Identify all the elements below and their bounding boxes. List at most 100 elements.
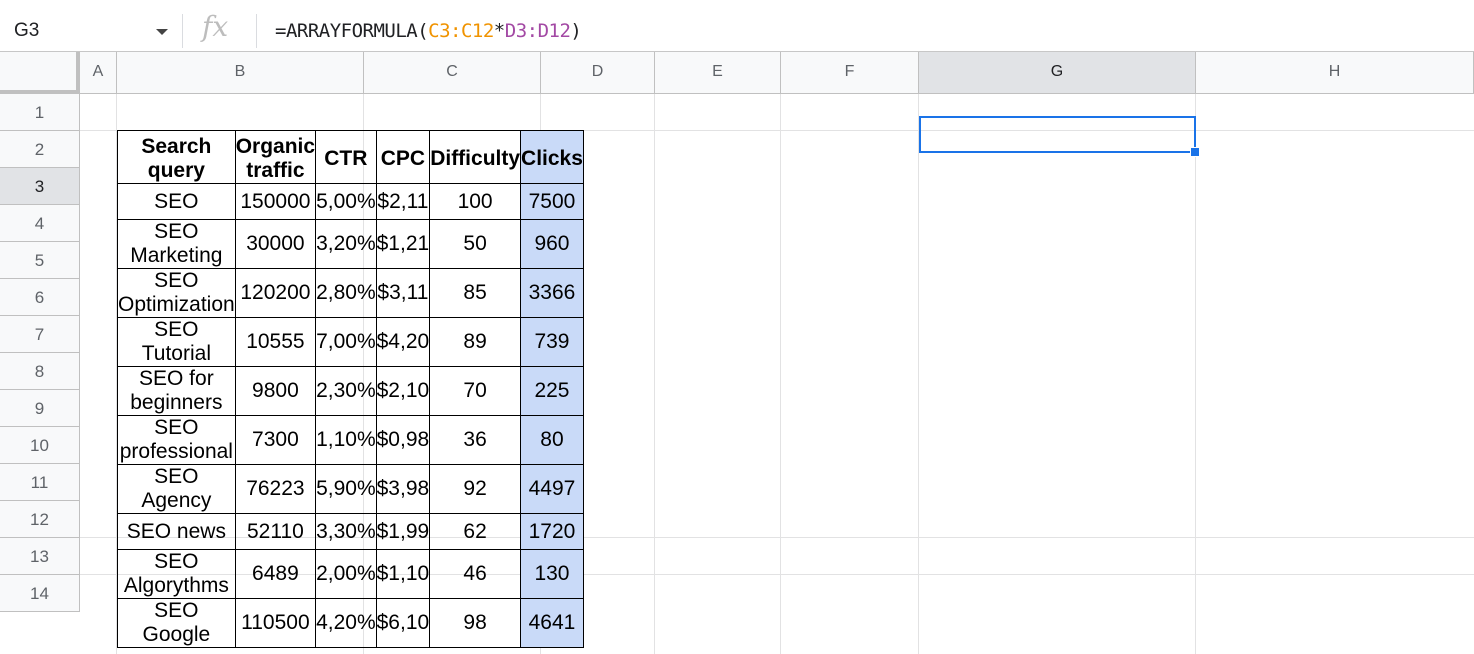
row-header-9[interactable]: 9: [0, 390, 80, 427]
cell-clicks[interactable]: 3366: [520, 268, 584, 318]
column-header-c[interactable]: C: [364, 52, 541, 94]
cell-ctr[interactable]: 2,80%: [315, 268, 377, 318]
row-header-3[interactable]: 3: [0, 168, 80, 205]
cell-ctr[interactable]: 4,20%: [315, 598, 377, 648]
column-header-a[interactable]: A: [80, 52, 117, 94]
row-header-14[interactable]: 14: [0, 575, 80, 612]
column-header-g[interactable]: G: [919, 52, 1196, 94]
column-header-h[interactable]: H: [1196, 52, 1474, 94]
cell-difficulty[interactable]: 89: [429, 317, 522, 367]
row-header-11[interactable]: 11: [0, 464, 80, 501]
cell-organic-traffic[interactable]: 7300: [234, 415, 317, 465]
cell-clicks[interactable]: 960: [520, 219, 584, 269]
cell-ctr[interactable]: 5,90%: [315, 464, 377, 514]
cell-clicks[interactable]: 739: [520, 317, 584, 367]
fill-handle[interactable]: [1190, 147, 1200, 157]
cell-search-query[interactable]: SEO Algorythms: [117, 549, 236, 599]
cell-cpc[interactable]: $1,10: [375, 549, 431, 599]
cell-clicks[interactable]: 7500: [520, 183, 584, 220]
cell-search-query[interactable]: SEO: [117, 183, 236, 220]
header-clicks[interactable]: Clicks: [520, 130, 584, 184]
cell-difficulty[interactable]: 98: [429, 598, 522, 648]
cell-cpc[interactable]: $2,10: [375, 366, 431, 416]
cell-search-query[interactable]: SEO Tutorial: [117, 317, 236, 367]
cell-difficulty[interactable]: 46: [429, 549, 522, 599]
cell-search-query[interactable]: SEO Google: [117, 598, 236, 648]
column-header-d[interactable]: D: [541, 52, 655, 94]
cell-search-query[interactable]: SEO Optimization: [117, 268, 236, 318]
cell-organic-traffic[interactable]: 120200: [234, 268, 317, 318]
formula-prefix: =ARRAYFORMULA(: [275, 20, 429, 42]
cell-difficulty[interactable]: 85: [429, 268, 522, 318]
cell-organic-traffic[interactable]: 30000: [234, 219, 317, 269]
header-organic-traffic[interactable]: Organic traffic: [234, 130, 317, 184]
formula-suffix: ): [570, 20, 582, 42]
cell-ctr[interactable]: 2,30%: [315, 366, 377, 416]
cell-organic-traffic[interactable]: 9800: [234, 366, 317, 416]
cell-difficulty[interactable]: 100: [429, 183, 522, 220]
cell-difficulty[interactable]: 70: [429, 366, 522, 416]
row-header-7[interactable]: 7: [0, 316, 80, 353]
cell-clicks[interactable]: 80: [520, 415, 584, 465]
cell-clicks[interactable]: 4497: [520, 464, 584, 514]
row-header-1[interactable]: 1: [0, 94, 80, 131]
cell-ctr[interactable]: 2,00%: [315, 549, 377, 599]
column-header-b[interactable]: B: [117, 52, 364, 94]
cell-clicks[interactable]: 130: [520, 549, 584, 599]
cell-ctr[interactable]: 7,00%: [315, 317, 377, 367]
cell-cpc[interactable]: $3,11: [375, 268, 431, 318]
cell-difficulty[interactable]: 92: [429, 464, 522, 514]
cell-ctr[interactable]: 3,20%: [315, 219, 377, 269]
row-header-13[interactable]: 13: [0, 538, 80, 575]
column-header-e[interactable]: E: [655, 52, 781, 94]
row-header-2[interactable]: 2: [0, 131, 80, 168]
cell-search-query[interactable]: SEO Agency: [117, 464, 236, 514]
cell-search-query[interactable]: SEO for beginners: [117, 366, 236, 416]
cell-search-query[interactable]: SEO news: [117, 513, 236, 550]
row-header-8[interactable]: 8: [0, 353, 80, 390]
grid-line: [116, 94, 117, 654]
cell-clicks[interactable]: 1720: [520, 513, 584, 550]
cell-difficulty[interactable]: 36: [429, 415, 522, 465]
cell-ctr[interactable]: 5,00%: [315, 183, 377, 220]
row-header-6[interactable]: 6: [0, 279, 80, 316]
cell-cpc[interactable]: $1,99: [375, 513, 431, 550]
cell-cpc[interactable]: $0,98: [375, 415, 431, 465]
table-header-row: Search query Organic traffic CTR CPC Dif…: [117, 130, 584, 184]
formula-input[interactable]: =ARRAYFORMULA(C3:C12*D3:D12): [275, 20, 582, 42]
cell-organic-traffic[interactable]: 10555: [234, 317, 317, 367]
cell-organic-traffic[interactable]: 150000: [234, 183, 317, 220]
header-cpc[interactable]: CPC: [375, 130, 431, 184]
cell-cpc[interactable]: $4,20: [375, 317, 431, 367]
cell-difficulty[interactable]: 50: [429, 219, 522, 269]
cell-ctr[interactable]: 1,10%: [315, 415, 377, 465]
row-header-12[interactable]: 12: [0, 501, 80, 538]
column-header-f[interactable]: F: [781, 52, 919, 94]
cell-organic-traffic[interactable]: 52110: [234, 513, 317, 550]
table-row: SEO Google 110500 4,20% $6,10 98 4641: [117, 598, 584, 648]
cell-organic-traffic[interactable]: 6489: [234, 549, 317, 599]
header-difficulty[interactable]: Difficulty: [429, 130, 522, 184]
cell-cpc[interactable]: $2,11: [375, 183, 431, 220]
header-search-query[interactable]: Search query: [117, 130, 236, 184]
cell-cpc[interactable]: $6,10: [375, 598, 431, 648]
cell-search-query[interactable]: SEO professional: [117, 415, 236, 465]
cell-cpc[interactable]: $3,98: [375, 464, 431, 514]
grid-line: [918, 94, 919, 654]
table-row: SEO 150000 5,00% $2,11 100 7500: [117, 183, 584, 220]
cell-clicks[interactable]: 225: [520, 366, 584, 416]
cell-ctr[interactable]: 3,30%: [315, 513, 377, 550]
cell-search-query[interactable]: SEO Marketing: [117, 219, 236, 269]
name-box[interactable]: G3: [0, 12, 180, 52]
cell-organic-traffic[interactable]: 110500: [234, 598, 317, 648]
cell-cpc[interactable]: $1,21: [375, 219, 431, 269]
row-header-4[interactable]: 4: [0, 205, 80, 242]
row-header-10[interactable]: 10: [0, 427, 80, 464]
cell-difficulty[interactable]: 62: [429, 513, 522, 550]
cell-clicks[interactable]: 4641: [520, 598, 584, 648]
header-ctr[interactable]: CTR: [315, 130, 377, 184]
row-header-5[interactable]: 5: [0, 242, 80, 279]
chevron-down-icon[interactable]: [156, 29, 168, 35]
cell-organic-traffic[interactable]: 76223: [234, 464, 317, 514]
select-all-corner[interactable]: [0, 52, 80, 94]
